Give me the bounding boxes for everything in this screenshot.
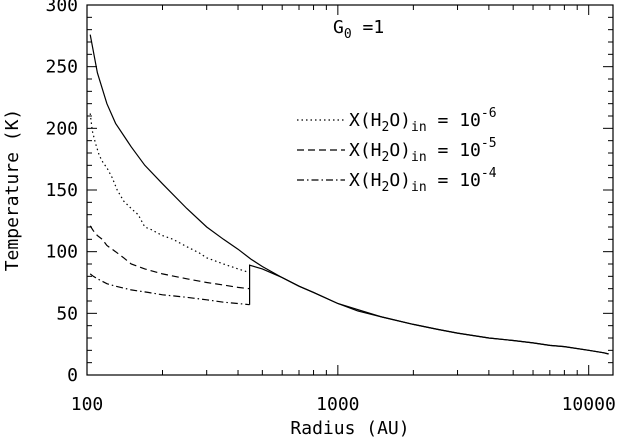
y-axis-ticks: 0 50 100 150 200 250 300: [45, 0, 613, 386]
y-tick-label: 100: [45, 242, 78, 263]
y-tick-label: 150: [45, 180, 78, 201]
legend-label: X(H2O)in = 10-6: [349, 106, 497, 135]
legend-label-part: X(H: [349, 140, 382, 161]
legend-label-part: O): [389, 170, 411, 191]
legend-label-part: 2: [382, 180, 390, 195]
legend-label-part: 2: [382, 120, 390, 135]
legend-label-part: -4: [481, 166, 497, 181]
legend-label-part: = 10: [427, 110, 481, 131]
legend-label: X(H2O)in = 10-4: [349, 166, 497, 195]
legend-label-part: X(H: [349, 110, 382, 131]
legend-label-part: O): [389, 110, 411, 131]
g0-annotation: G0 =1: [333, 17, 384, 42]
legend-label-part: in: [411, 180, 427, 195]
g0-annotation-base: G: [333, 17, 344, 38]
x-tick-label: 10000: [562, 394, 616, 415]
y-tick-label: 300: [45, 0, 78, 16]
y-tick-label: 200: [45, 118, 78, 139]
series-group: [89, 34, 609, 355]
y-tick-label: 50: [56, 303, 78, 324]
legend-label-part: -6: [481, 106, 497, 121]
legend: X(H2O)in = 10-6X(H2O)in = 10-5X(H2O)in =…: [297, 106, 497, 195]
series-line-solid: [89, 34, 609, 355]
g0-annotation-sub: 0: [344, 27, 352, 42]
series-line-dotted: [89, 113, 250, 274]
y-axis-label: Temperature (K): [2, 109, 23, 272]
x-axis-label: Radius (AU): [290, 418, 409, 439]
x-tick-label: 1000: [316, 394, 359, 415]
series-line-dashdot: [89, 273, 250, 306]
x-axis-ticks: 100 1000 10000: [71, 5, 616, 415]
x-tick-label: 100: [71, 394, 104, 415]
legend-label-part: X(H: [349, 170, 382, 191]
legend-label: X(H2O)in = 10-5: [349, 136, 497, 165]
g0-annotation-rest: =1: [352, 17, 385, 38]
legend-label-part: in: [411, 150, 427, 165]
legend-label-part: 2: [382, 150, 390, 165]
series-line-solid: [249, 264, 609, 355]
legend-label-part: = 10: [427, 140, 481, 161]
y-tick-label: 0: [67, 365, 78, 386]
legend-label-part: = 10: [427, 170, 481, 191]
y-tick-label: 250: [45, 57, 78, 78]
legend-label-part: O): [389, 140, 411, 161]
legend-label-part: -5: [481, 136, 497, 151]
series-line-dashed: [89, 225, 250, 290]
legend-label-part: in: [411, 120, 427, 135]
